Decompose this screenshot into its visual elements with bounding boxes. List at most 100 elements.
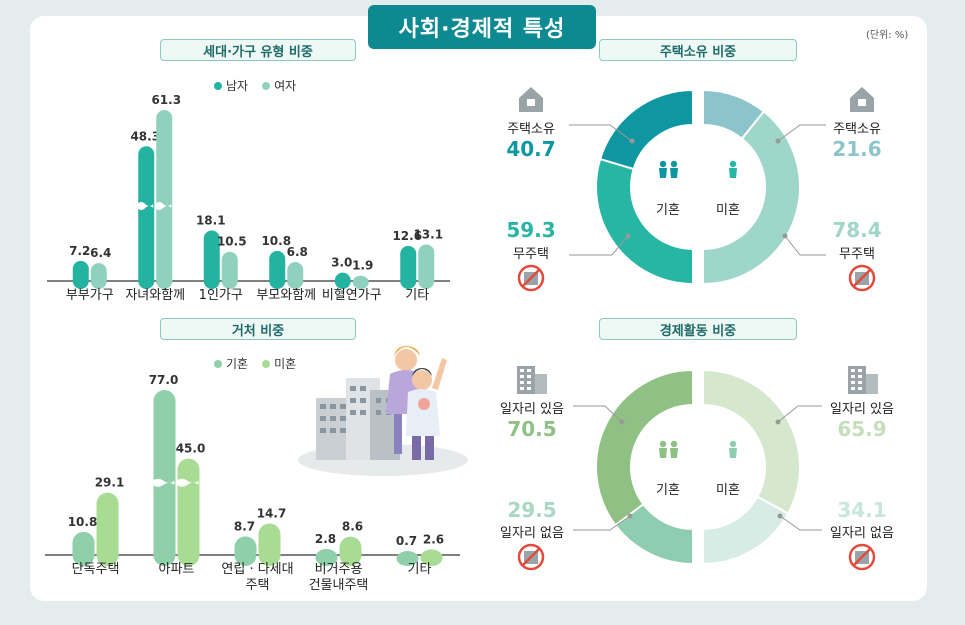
category-label: 건물내주택 [309, 578, 369, 593]
couple-icon [670, 440, 678, 448]
bar-single-3 [339, 536, 362, 566]
office-building-icon-window [527, 369, 531, 372]
axis-break-mark [176, 478, 199, 487]
category-label: 기타 [408, 562, 432, 577]
category-label: 부모와함께 [256, 288, 316, 303]
person-icon [729, 160, 737, 168]
leader-dot [625, 233, 631, 239]
bar-value-label: 13.1 [413, 227, 443, 241]
bar-married-0 [72, 531, 95, 566]
bar-value-label: 7.2 [69, 244, 90, 258]
nojob-married-label: 일자리 없음 [500, 526, 564, 541]
couple-icon [670, 160, 678, 168]
no-job-icon [848, 543, 876, 571]
leader-line [569, 124, 633, 142]
legend-female: 여자 [274, 79, 297, 93]
house-icon-window [527, 99, 535, 106]
job-married-value: 70.5 [507, 417, 557, 441]
office-building-icon-window [527, 381, 531, 384]
bar-single-4 [420, 549, 443, 566]
married-donut-slice-1 [614, 502, 694, 566]
bar-value-label: 8.7 [234, 519, 255, 533]
axis-break-mark [137, 202, 154, 211]
no-job-icon [517, 543, 545, 571]
noown-single-label: 무주택 [839, 247, 875, 262]
leader-dot [777, 513, 783, 519]
office-building-icon-annex [535, 374, 547, 394]
leader-line [777, 405, 822, 423]
bar-value-label: 2.8 [315, 532, 336, 546]
bar-female-1 [156, 110, 173, 289]
family-illustration [298, 346, 468, 476]
bar-value-label: 0.7 [396, 534, 417, 548]
office-building-icon-annex [866, 374, 878, 394]
office-building-icon-window [851, 387, 855, 390]
office-building-icon-window [527, 375, 531, 378]
couple-icon [659, 440, 667, 448]
category-label: 주택 [246, 578, 270, 593]
leader-line [569, 235, 629, 256]
married-donut-slice-0 [595, 368, 694, 527]
job-married-label: 일자리 있음 [500, 402, 564, 417]
bar-male-4 [334, 272, 351, 289]
leader-dot [782, 233, 788, 239]
nojob-single-value: 34.1 [837, 498, 887, 522]
bar-value-label: 3.0 [331, 256, 352, 270]
married-center-label: 기혼 [656, 203, 680, 218]
econ-chart-title: 경제활동 비중 [599, 318, 797, 340]
house-icon-window [858, 99, 866, 106]
category-label: 비거주용 [315, 562, 363, 577]
bar-female-2 [221, 251, 238, 289]
single-donut-slice-1 [702, 495, 790, 566]
noown-married-label: 무주택 [513, 247, 549, 262]
bar-value-label: 6.4 [90, 246, 111, 260]
bar-value-label: 14.7 [257, 507, 287, 521]
no-house-icon-slash [522, 269, 540, 287]
couple-icon [659, 160, 667, 168]
office-building-icon-window [520, 381, 524, 384]
leader-dot [619, 419, 625, 425]
bar-male-0 [72, 260, 89, 289]
leader-dot [627, 513, 633, 519]
bar-married-2 [234, 536, 257, 566]
office-building-icon-window [851, 375, 855, 378]
own-single-value: 21.6 [832, 137, 882, 161]
office-building-icon-window [520, 369, 524, 372]
legend-single: 미혼 [274, 357, 297, 371]
bar-male-1 [138, 146, 155, 289]
category-label: 단독주택 [72, 562, 120, 577]
dwelling-legend: 기혼 미혼 [214, 355, 296, 372]
couple-icon [659, 448, 667, 458]
bar-value-label: 29.1 [95, 476, 125, 490]
bar-value-label: 8.6 [342, 520, 363, 534]
bar-female-3 [287, 262, 304, 289]
job-single-label: 일자리 있음 [830, 402, 894, 417]
office-building-icon [848, 366, 866, 394]
leader-line [779, 515, 822, 531]
household-chart-title: 세대·가구 유형 비중 [160, 39, 356, 61]
no-job-icon-slash [853, 548, 871, 566]
office-building-icon-window [851, 381, 855, 384]
nojob-married-value: 29.5 [507, 498, 557, 522]
bar-value-label: 10.5 [217, 235, 247, 249]
bar-value-label: 10.8 [68, 515, 98, 529]
person-icon [729, 448, 737, 458]
bar-value-label: 61.3 [151, 93, 181, 107]
bar-value-label: 2.6 [423, 532, 444, 546]
single-center-label: 미혼 [716, 203, 740, 218]
unit-label: (단위: %) [866, 30, 909, 41]
office-building-icon-window [520, 375, 524, 378]
noown-single-value: 78.4 [832, 218, 882, 242]
legend-swatch-single [262, 359, 271, 368]
office-building-icon-window [858, 369, 862, 372]
person-icon [729, 168, 737, 178]
person-icon [729, 440, 737, 448]
no-job-icon-slash [522, 548, 540, 566]
own-single-label: 주택소유 [833, 122, 881, 137]
no-house-icon [848, 264, 876, 292]
category-label: 비혈연가구 [322, 288, 382, 303]
nojob-single-label: 일자리 없음 [830, 526, 894, 541]
household-legend: 남자 여자 [214, 77, 296, 94]
